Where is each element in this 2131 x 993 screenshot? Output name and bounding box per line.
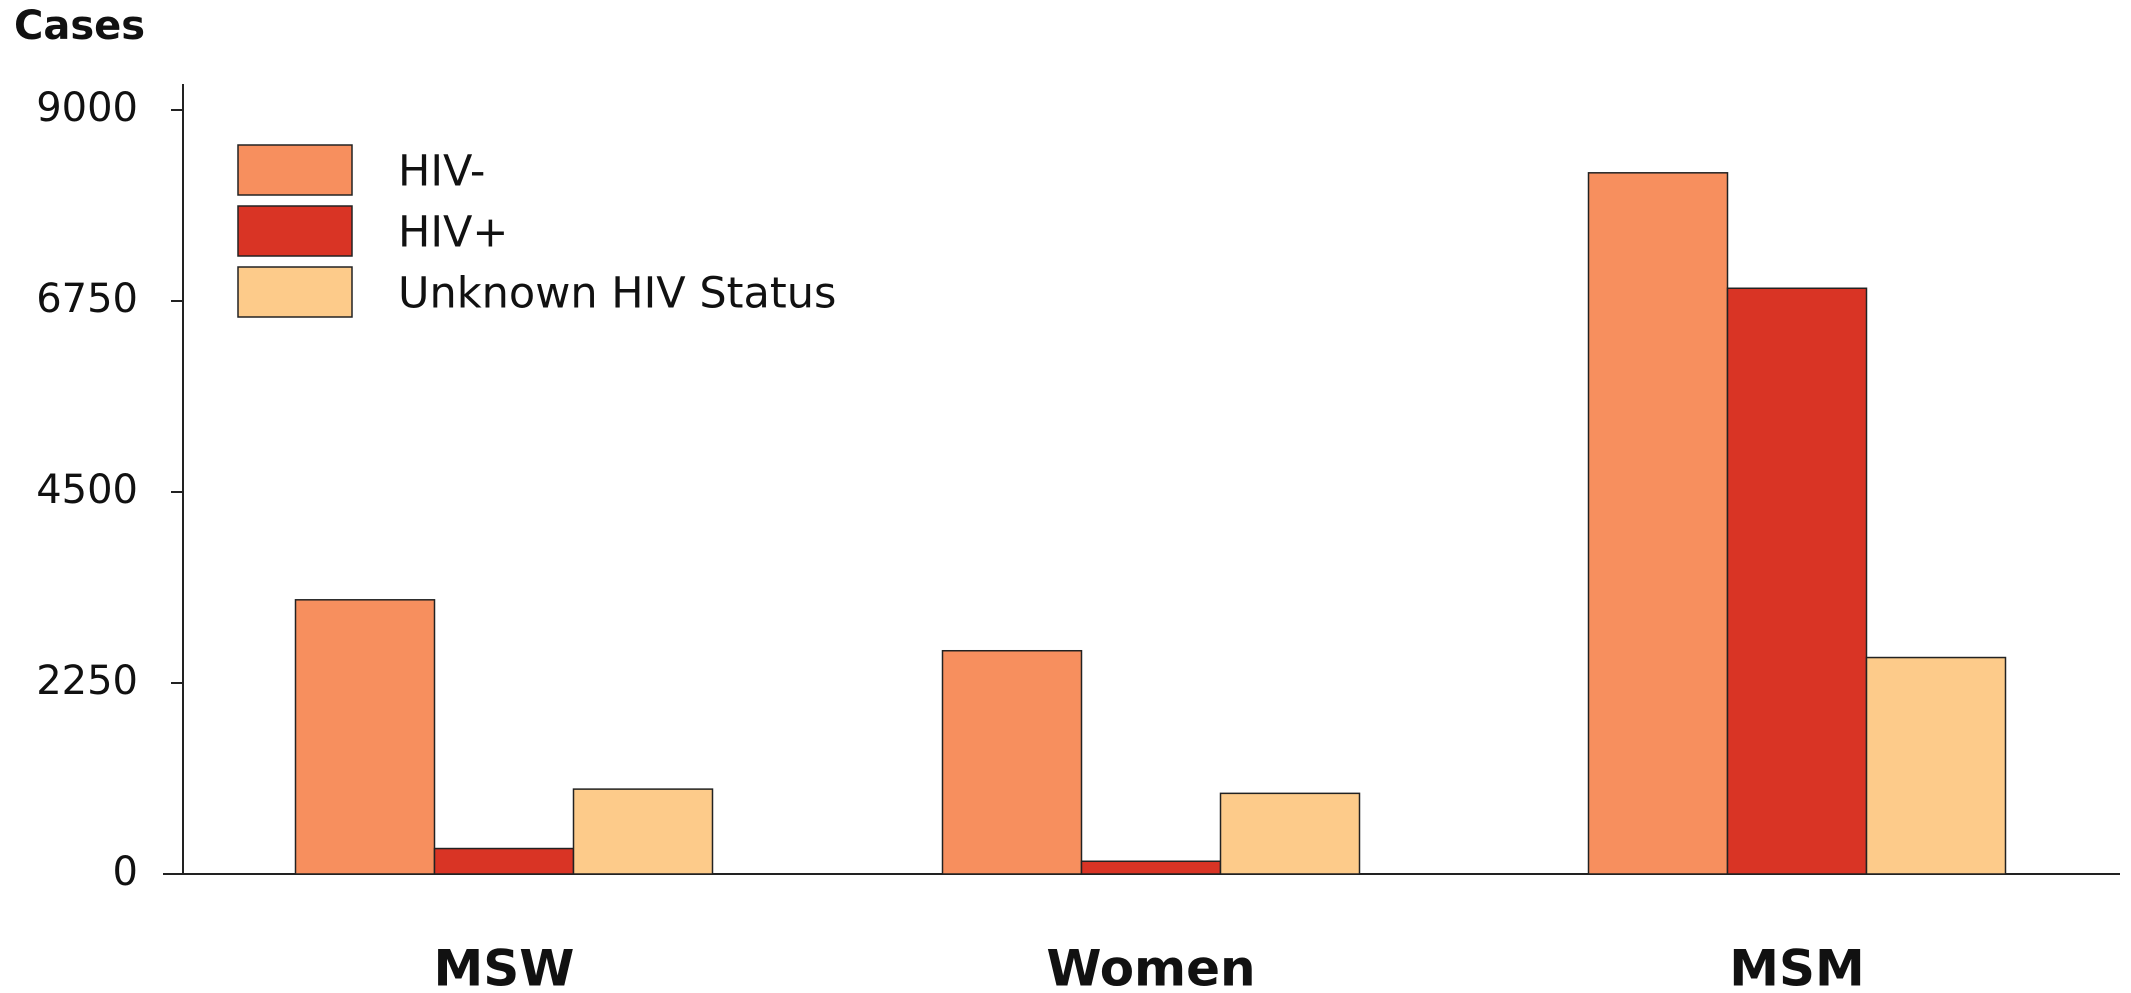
legend-swatch bbox=[237, 266, 353, 318]
bar bbox=[1080, 860, 1222, 875]
x-tick-label: MSW bbox=[434, 940, 575, 993]
y-tick-label: 0 bbox=[113, 849, 138, 895]
y-tick-label: 2250 bbox=[36, 658, 138, 704]
legend-label: HIV- bbox=[398, 147, 485, 197]
bar bbox=[572, 788, 714, 875]
bar bbox=[1219, 792, 1361, 875]
y-tick-label: 4500 bbox=[36, 467, 138, 513]
bar bbox=[1587, 172, 1729, 875]
legend-label: Unknown HIV Status bbox=[398, 269, 836, 319]
bar bbox=[941, 649, 1083, 875]
bar bbox=[1726, 287, 1868, 875]
bar bbox=[1865, 656, 2007, 875]
x-tick-label: Women bbox=[1046, 940, 1255, 993]
y-tick-label: 6750 bbox=[36, 276, 138, 322]
legend-swatch bbox=[237, 144, 353, 196]
bar bbox=[294, 599, 436, 875]
x-tick-label: MSM bbox=[1729, 940, 1865, 993]
y-axis-title: Cases bbox=[14, 3, 145, 49]
y-tick-label: 9000 bbox=[36, 85, 138, 131]
legend-label: HIV+ bbox=[398, 208, 508, 258]
legend-swatch bbox=[237, 205, 353, 257]
bar bbox=[433, 847, 575, 875]
